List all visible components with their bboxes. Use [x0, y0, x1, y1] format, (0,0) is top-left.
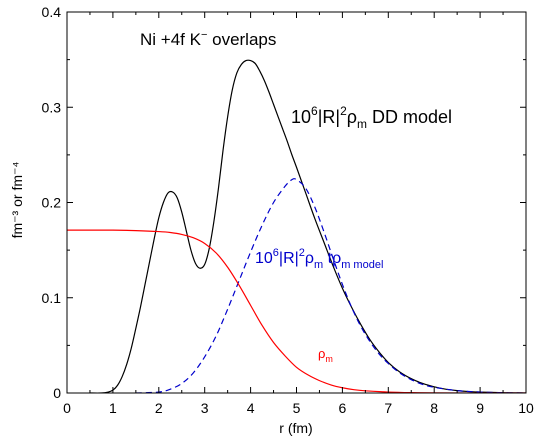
header-annotation: Ni +4f K− overlaps: [140, 29, 276, 49]
series-layer: [67, 59, 526, 393]
x-tick-label: 9: [476, 400, 484, 416]
rho-m-label: ρm: [318, 346, 333, 364]
x-tick-label: 6: [339, 400, 347, 416]
t-model-label: 106|R|2ρm tρm model: [255, 247, 383, 271]
x-axis-label: r (fm): [279, 420, 312, 436]
series-dd-model: [89, 59, 526, 393]
y-tick-label: 0.1: [42, 290, 62, 306]
x-tick-label: 5: [293, 400, 301, 416]
x-tick-label: 7: [384, 400, 392, 416]
x-tick-label: 10: [518, 400, 534, 416]
y-tick-label: 0.2: [42, 195, 62, 211]
x-tick-label: 3: [201, 400, 209, 416]
series-t-rho-model: [135, 178, 526, 393]
x-tick-label: 8: [430, 400, 438, 416]
y-tick-label: 0.4: [42, 4, 62, 20]
x-tick-label: 4: [247, 400, 255, 416]
x-tick-label: 1: [109, 400, 117, 416]
y-tick-label: 0.3: [42, 99, 62, 115]
x-tick-label: 0: [63, 400, 71, 416]
x-tick-label: 2: [155, 400, 163, 416]
y-tick-label: 0: [53, 385, 61, 401]
y-axis-label: fm⁻³ or fm⁻⁴: [9, 162, 25, 239]
series-rho-m: [67, 229, 526, 393]
dd-model-label: 106|R|2ρm DD model: [291, 104, 452, 131]
tick-labels: 0 1 2 3 4 5 6 7 8 9 10 0 0.1 0.2 0.3 0.4: [42, 4, 534, 416]
ticks-layer: [66, 11, 527, 394]
